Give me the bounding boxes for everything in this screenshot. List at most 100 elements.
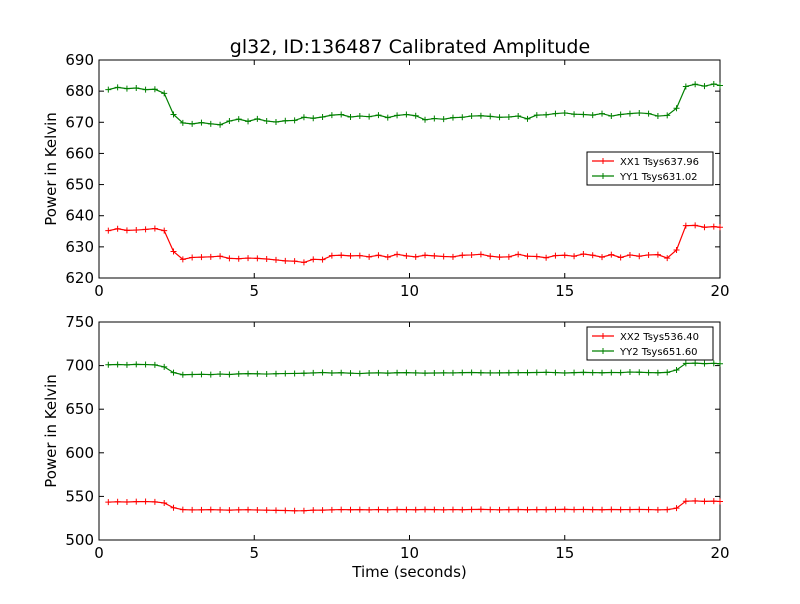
data-point [449, 114, 456, 121]
data-point [263, 118, 270, 125]
data-point [179, 256, 186, 263]
data-point [459, 114, 466, 121]
data-point [459, 369, 466, 376]
data-point [477, 506, 484, 513]
data-point [580, 111, 587, 118]
data-point [291, 117, 298, 124]
data-point [310, 256, 317, 263]
data-point [468, 506, 475, 513]
data-point [645, 251, 652, 258]
y-tick-label: 700 [65, 357, 94, 375]
data-point [123, 85, 130, 92]
data-point [617, 254, 624, 261]
data-point [403, 111, 410, 118]
data-point [142, 361, 149, 368]
data-point [571, 369, 578, 376]
data-point [673, 105, 680, 112]
data-point [533, 253, 540, 260]
data-point [599, 506, 606, 513]
data-point [524, 506, 531, 513]
data-point [664, 369, 671, 376]
y-tick-label: 650 [65, 176, 94, 194]
data-point [505, 253, 512, 260]
y-tick-label: 600 [65, 444, 94, 462]
data-point [151, 361, 158, 368]
data-point [133, 227, 140, 234]
data-point [179, 506, 186, 513]
data-point [300, 259, 307, 266]
data-point [710, 360, 717, 367]
data-point [682, 83, 689, 90]
data-point [403, 506, 410, 513]
data-point [366, 113, 373, 120]
data-point [440, 116, 447, 123]
data-point [254, 370, 261, 377]
x-tick-label: 10 [400, 282, 419, 300]
data-point [524, 115, 531, 122]
data-point [272, 118, 279, 125]
data-point [254, 507, 261, 514]
data-point [356, 370, 363, 377]
data-point [543, 369, 550, 376]
data-point [272, 370, 279, 377]
data-point [626, 251, 633, 258]
data-point [272, 507, 279, 514]
data-point [552, 110, 559, 117]
data-point [571, 111, 578, 118]
y-tick-label: 550 [65, 487, 94, 505]
data-point [645, 506, 652, 513]
data-point [282, 257, 289, 264]
data-point [300, 507, 307, 514]
data-point [105, 361, 112, 368]
data-point [608, 369, 615, 376]
data-point [617, 506, 624, 513]
data-point [170, 369, 177, 376]
x-tick-label: 5 [249, 282, 259, 300]
data-point [133, 361, 140, 368]
data-point [487, 113, 494, 120]
data-point [599, 110, 606, 117]
y-tick-label: 500 [65, 531, 94, 549]
data-point [692, 360, 699, 367]
data-point [422, 370, 429, 377]
data-point [422, 252, 429, 259]
data-point [319, 507, 326, 514]
data-point [468, 113, 475, 120]
data-point [654, 506, 661, 513]
data-point [207, 371, 214, 378]
legend-entry: YY1 Tsys631.02 [619, 172, 698, 183]
data-point [394, 251, 401, 258]
data-point [375, 252, 382, 259]
data-point [524, 369, 531, 376]
data-point [179, 371, 186, 378]
data-point [701, 360, 708, 367]
data-point [151, 86, 158, 93]
x-tick-label: 10 [400, 544, 419, 562]
data-point [701, 224, 708, 231]
legend-entry: XX2 Tsys536.40 [620, 332, 699, 343]
data-point [291, 370, 298, 377]
data-point [319, 369, 326, 376]
data-point [133, 85, 140, 92]
data-point [717, 360, 723, 367]
data-point [123, 498, 130, 505]
legend-marker [600, 333, 606, 339]
data-point [375, 112, 382, 119]
legend-entry: XX1 Tsys637.96 [620, 157, 699, 168]
y-tick-label: 620 [65, 269, 94, 287]
data-point [543, 254, 550, 261]
y-tick-label: 660 [65, 144, 94, 162]
x-tick-label: 5 [249, 544, 259, 562]
data-point [664, 255, 671, 262]
data-point [608, 251, 615, 258]
data-point [654, 369, 661, 376]
data-point [654, 113, 661, 120]
data-point [515, 251, 522, 258]
data-point [366, 370, 373, 377]
data-point [636, 369, 643, 376]
data-point [524, 253, 531, 260]
data-point [459, 506, 466, 513]
data-point [300, 114, 307, 121]
